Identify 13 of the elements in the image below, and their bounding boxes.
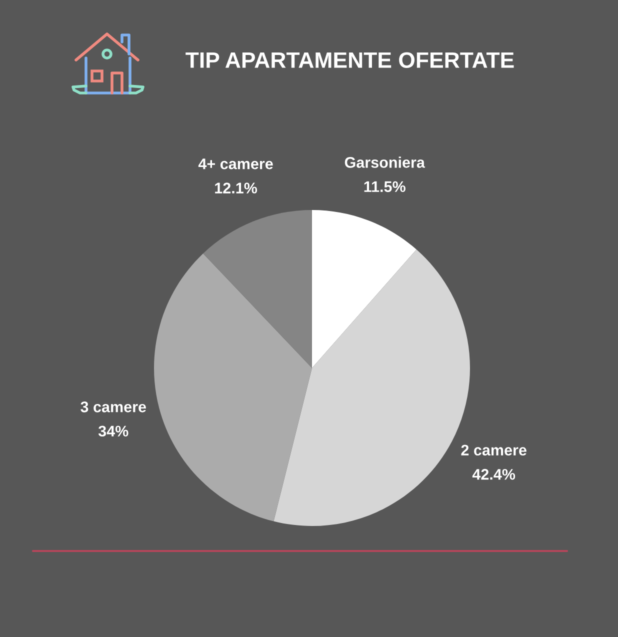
pie-slice <box>154 254 312 522</box>
slice-label: Garsoniera <box>344 156 426 168</box>
data-label: 42.4% <box>472 468 516 480</box>
slice-label: 3 camere <box>80 402 146 412</box>
data-label: 34% <box>98 426 128 437</box>
pie-slice <box>274 249 470 526</box>
slice-label: 2 camere <box>461 444 526 456</box>
chart-title: TIP APARTAMENTE OFERTATE <box>186 52 514 68</box>
data-label: 12.1% <box>215 182 258 194</box>
slice-label: 4+ camere <box>198 158 273 170</box>
data-label: 11.5% <box>364 181 406 192</box>
pie-slice <box>312 210 416 368</box>
pie-slice <box>203 210 312 368</box>
